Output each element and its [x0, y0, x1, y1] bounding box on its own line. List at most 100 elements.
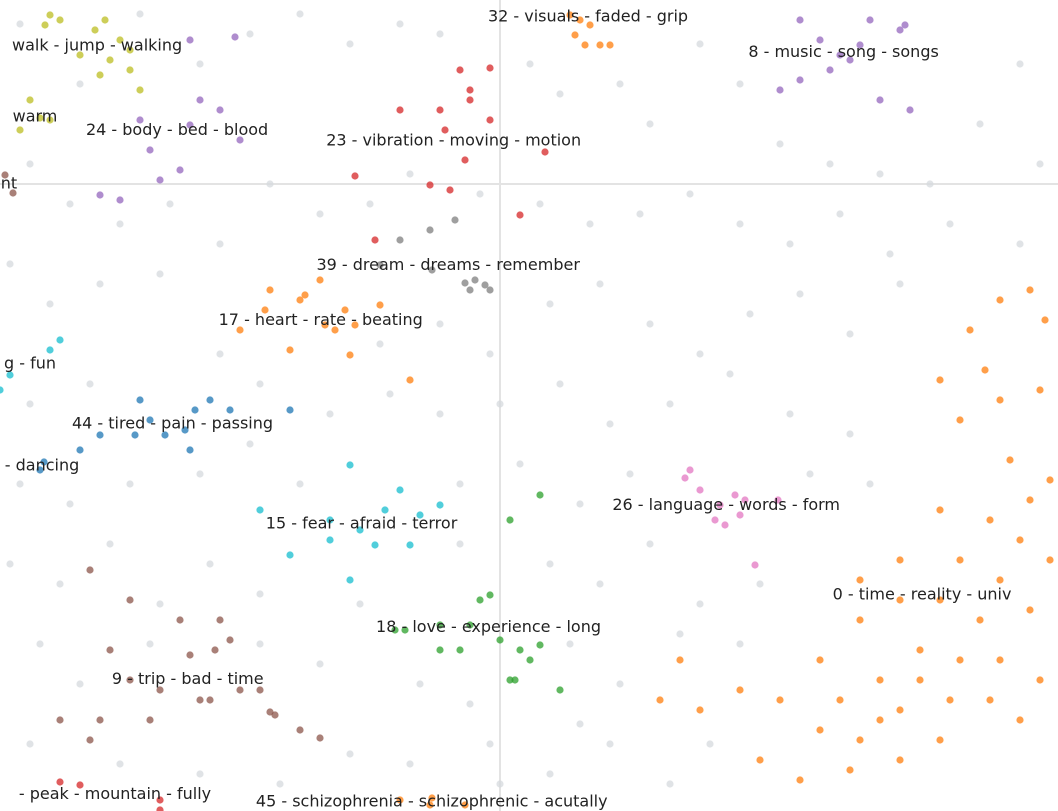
- point: [426, 226, 434, 234]
- point: [846, 56, 854, 64]
- point: [736, 640, 744, 648]
- point: [666, 400, 674, 408]
- point: [816, 726, 824, 734]
- point: [541, 148, 549, 156]
- point: [876, 96, 884, 104]
- point: [441, 126, 449, 134]
- point: [396, 236, 404, 244]
- point: [856, 616, 864, 624]
- point: [606, 740, 614, 748]
- point: [206, 560, 214, 568]
- point: [286, 406, 294, 414]
- point: [686, 466, 694, 474]
- point: [1016, 240, 1024, 248]
- point: [896, 280, 904, 288]
- point: [846, 430, 854, 438]
- point: [686, 190, 694, 198]
- point: [936, 736, 944, 744]
- point: [26, 96, 34, 104]
- point: [126, 66, 134, 74]
- point: [76, 781, 84, 789]
- point: [321, 321, 329, 329]
- point: [696, 486, 704, 494]
- point: [396, 796, 404, 804]
- point: [96, 716, 104, 724]
- point: [26, 160, 34, 168]
- point: [156, 176, 164, 184]
- cluster-label: warm: [13, 107, 58, 126]
- point: [316, 734, 324, 742]
- point: [566, 640, 574, 648]
- cluster-label: 9 - trip - bad - time: [112, 669, 264, 688]
- point: [726, 370, 734, 378]
- point: [926, 180, 934, 188]
- point: [596, 280, 604, 288]
- point: [986, 516, 994, 524]
- point: [866, 480, 874, 488]
- point: [176, 166, 184, 174]
- point: [546, 770, 554, 778]
- point: [626, 470, 634, 478]
- point: [196, 60, 204, 68]
- point: [936, 376, 944, 384]
- point: [6, 260, 14, 268]
- point: [436, 646, 444, 654]
- point: [656, 696, 664, 704]
- point: [836, 51, 844, 59]
- point: [571, 31, 579, 39]
- point: [966, 326, 974, 334]
- point: [86, 736, 94, 744]
- point: [526, 60, 534, 68]
- cluster-label: - dancing: [5, 456, 80, 475]
- point: [376, 301, 384, 309]
- point: [901, 21, 909, 29]
- point: [296, 480, 304, 488]
- point: [416, 680, 424, 688]
- cluster-label: 23 - vibration - moving - motion: [326, 131, 581, 150]
- point: [76, 51, 84, 59]
- point: [856, 736, 864, 744]
- point: [896, 26, 904, 34]
- point: [371, 541, 379, 549]
- point: [416, 511, 424, 519]
- point: [161, 431, 169, 439]
- point: [776, 696, 784, 704]
- point: [481, 281, 489, 289]
- point: [256, 380, 264, 388]
- point: [721, 521, 729, 529]
- point: [486, 286, 494, 294]
- point: [16, 20, 24, 28]
- point: [166, 200, 174, 208]
- point: [406, 170, 414, 178]
- point: [56, 16, 64, 24]
- point: [6, 560, 14, 568]
- point: [846, 330, 854, 338]
- point: [866, 16, 874, 24]
- point: [466, 621, 474, 629]
- point: [236, 686, 244, 694]
- point: [456, 480, 464, 488]
- point: [206, 696, 214, 704]
- point: [146, 640, 154, 648]
- point: [156, 806, 164, 811]
- point: [376, 261, 384, 269]
- point: [116, 760, 124, 768]
- point: [666, 780, 674, 788]
- point: [156, 600, 164, 608]
- point: [56, 716, 64, 724]
- point: [1046, 556, 1054, 564]
- point: [216, 240, 224, 248]
- point: [256, 640, 264, 648]
- point: [331, 326, 339, 334]
- point: [176, 616, 184, 624]
- point: [1026, 606, 1034, 614]
- point: [711, 516, 719, 524]
- point: [466, 700, 474, 708]
- point: [296, 10, 304, 18]
- point: [76, 80, 84, 88]
- point: [216, 106, 224, 114]
- point: [106, 56, 114, 64]
- point: [536, 641, 544, 649]
- point: [86, 380, 94, 388]
- cluster-label: 45 - schizophrenia - schizophrenic - acu…: [256, 792, 608, 811]
